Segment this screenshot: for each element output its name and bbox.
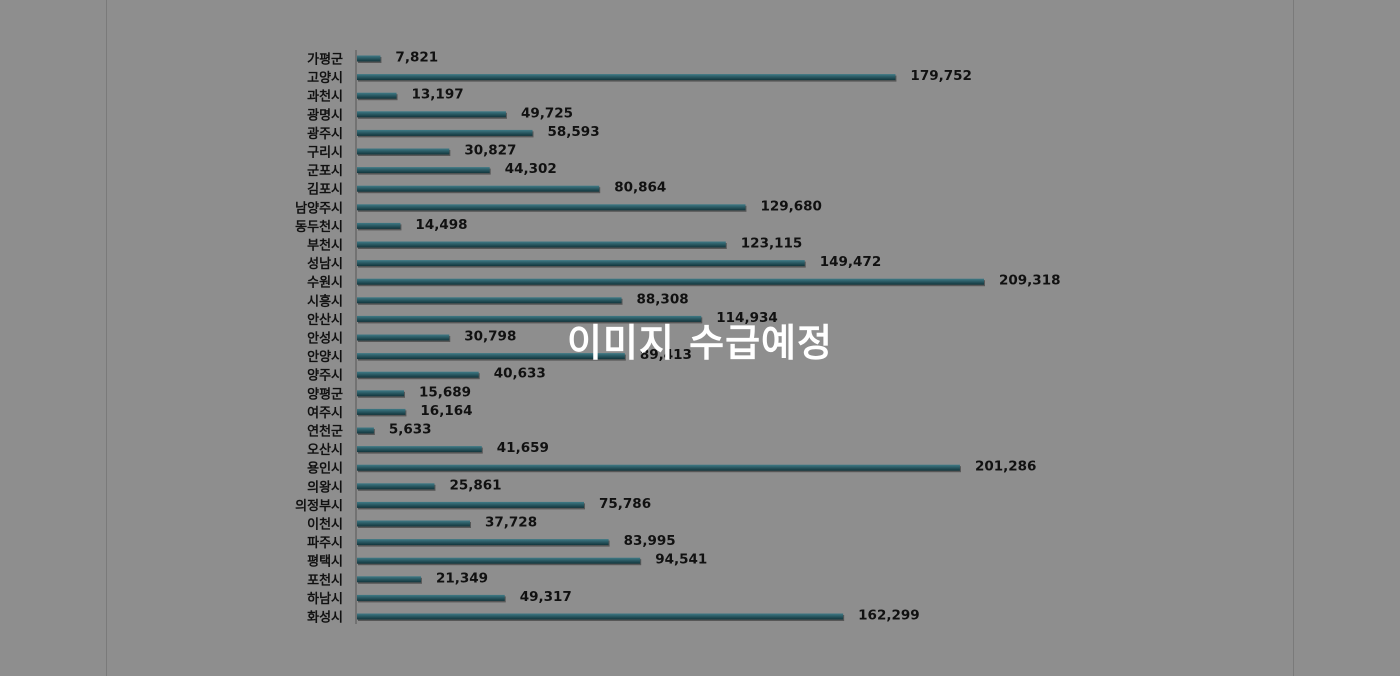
value-label: 30,798: [464, 329, 516, 345]
bar: [357, 371, 479, 378]
category-label: 용인시: [307, 461, 343, 477]
value-label: 49,317: [520, 589, 572, 605]
bar: [357, 539, 609, 546]
bar: [357, 297, 622, 304]
value-label: 94,541: [655, 552, 707, 568]
bar: [357, 613, 844, 620]
category-label: 성남시: [307, 256, 343, 272]
value-label: 80,864: [614, 180, 666, 196]
category-label: 부천시: [307, 239, 343, 254]
category-label: 과천시: [307, 90, 343, 105]
bar: [357, 353, 625, 360]
value-label: 58,593: [548, 124, 600, 140]
category-label: 의왕시: [307, 479, 343, 495]
value-label: 30,827: [464, 143, 516, 159]
value-label: 40,633: [494, 366, 546, 382]
bar: [357, 204, 746, 211]
value-label: 209,318: [999, 273, 1061, 289]
category-label: 안산시: [307, 312, 343, 328]
value-label: 89,413: [640, 347, 692, 363]
value-label: 44,302: [505, 161, 557, 177]
bar: [357, 594, 505, 601]
value-label: 201,286: [975, 459, 1037, 475]
value-label: 75,786: [599, 496, 651, 512]
value-label: 123,115: [741, 236, 803, 252]
bar: [357, 557, 641, 564]
category-label: 가평군: [307, 52, 343, 68]
bar: [357, 334, 450, 341]
category-label: 여주시: [307, 405, 343, 421]
value-label: 179,752: [910, 68, 972, 84]
value-label: 14,498: [415, 217, 467, 233]
bar: [357, 129, 533, 136]
category-label: 김포시: [307, 183, 343, 198]
image-pending-overlay-text: 이미지 수급예정: [567, 321, 833, 365]
category-label: 구리시: [307, 145, 343, 161]
bar: [357, 167, 490, 174]
value-label: 129,680: [760, 198, 822, 214]
category-label: 안양시: [307, 349, 343, 365]
bar: [357, 92, 397, 99]
value-label: 37,728: [485, 515, 537, 531]
value-label: 5,633: [389, 422, 432, 438]
category-label: 파주시: [307, 536, 343, 551]
bar: [357, 427, 374, 434]
bar: [357, 446, 482, 453]
value-label: 16,164: [420, 403, 472, 419]
category-label: 이천시: [307, 517, 343, 533]
bar: [357, 185, 600, 192]
category-label: 동두천시: [295, 220, 343, 235]
category-label: 고양시: [307, 71, 343, 86]
category-label: 연천군: [307, 425, 343, 440]
category-label: 오산시: [307, 442, 343, 458]
category-label: 화성시: [307, 610, 343, 626]
bar: [357, 501, 585, 508]
bar: [357, 241, 726, 248]
value-label: 15,689: [419, 384, 471, 400]
category-label: 의정부시: [295, 498, 343, 514]
value-label: 149,472: [820, 254, 882, 270]
value-label: 13,197: [412, 87, 464, 103]
category-label: 남양주시: [295, 200, 343, 216]
bar: [357, 111, 506, 118]
value-label: 83,995: [624, 533, 676, 549]
bar: [357, 148, 450, 155]
bar: [357, 222, 401, 229]
bar: [357, 278, 984, 285]
category-label: 포천시: [307, 573, 343, 588]
value-label: 7,821: [395, 50, 438, 66]
category-label: 광명시: [307, 107, 343, 123]
category-label: 수원시: [307, 276, 343, 291]
value-label: 21,349: [436, 570, 488, 586]
value-label: 25,861: [449, 477, 501, 493]
bar: [357, 390, 404, 397]
bar: [357, 315, 702, 322]
category-label: 군포시: [307, 164, 343, 179]
bar: [357, 464, 960, 471]
value-label: 88,308: [637, 291, 689, 307]
bar: [357, 520, 471, 527]
bar: [357, 74, 896, 81]
value-label: 162,299: [858, 608, 920, 624]
category-label: 안성시: [307, 331, 343, 347]
value-label: 49,725: [521, 105, 573, 121]
bar: [357, 483, 435, 490]
category-label: 양주시: [307, 369, 343, 384]
category-label: 양평군: [307, 386, 343, 402]
bar: [357, 576, 421, 583]
left-page-border: [106, 0, 107, 676]
category-label: 광주시: [307, 127, 343, 142]
value-label: 114,934: [716, 310, 778, 326]
bar: [357, 55, 381, 62]
bar: [357, 260, 805, 267]
category-label: 시흥시: [307, 293, 343, 309]
category-label: 하남시: [307, 591, 343, 607]
value-label: 41,659: [497, 440, 549, 456]
right-page-border: [1293, 0, 1294, 676]
category-label: 평택시: [307, 554, 343, 570]
bar: [357, 408, 406, 415]
